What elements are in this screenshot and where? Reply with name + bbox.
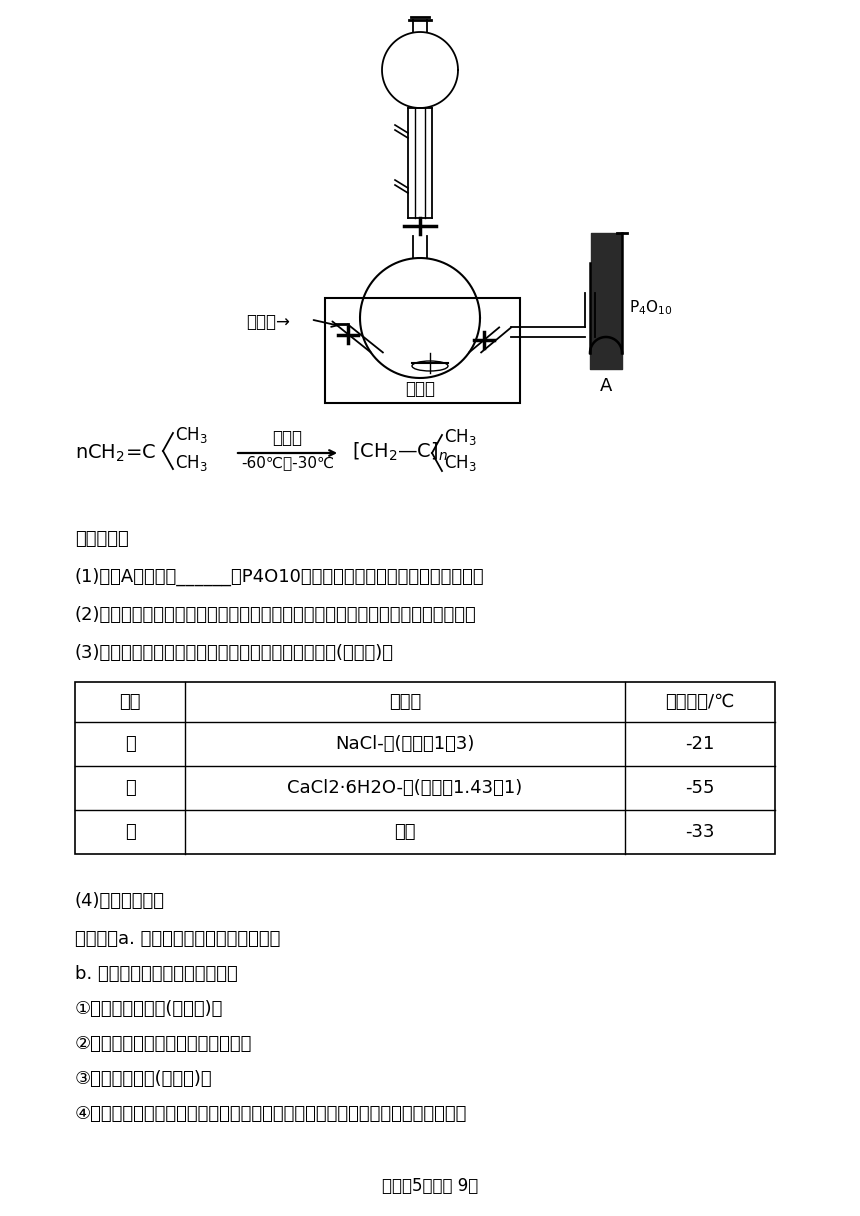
Text: 异丁烯→: 异丁烯→ [246, 314, 290, 332]
Text: CH$_3$: CH$_3$ [175, 454, 208, 473]
Text: $[$CH$_2$—C$]_n$: $[$CH$_2$—C$]_n$ [352, 441, 448, 463]
Text: 乙: 乙 [125, 779, 135, 796]
Text: 最低温度/℃: 最低温度/℃ [666, 693, 734, 711]
Text: A: A [599, 377, 612, 395]
Text: 冷凝剂: 冷凝剂 [405, 379, 435, 398]
Text: CH$_3$: CH$_3$ [444, 454, 476, 473]
Text: 冷却剂: 冷却剂 [389, 693, 421, 711]
Text: CH$_3$: CH$_3$ [444, 427, 476, 447]
Ellipse shape [412, 361, 448, 371]
Text: (1)仪器A的名称是______，P4O10作用是＿＿＿＿＿＿＿＿＿＿＿＿＿。: (1)仪器A的名称是______，P4O10作用是＿＿＿＿＿＿＿＿＿＿＿＿＿。 [75, 568, 485, 586]
Text: 选项为：a. 向三口瓶中通入一定量异丁烯: 选项为：a. 向三口瓶中通入一定量异丁烯 [75, 930, 280, 948]
Text: 回答问题：: 回答问题： [75, 530, 129, 548]
Text: nCH$_2$=C: nCH$_2$=C [75, 443, 156, 465]
Text: (4)补齐操作步骤: (4)补齐操作步骤 [75, 893, 165, 910]
Bar [325, 298, 520, 402]
Text: -33: -33 [685, 823, 715, 841]
Text: ②待反应体系温度下降至既定温度；: ②待反应体系温度下降至既定温度； [75, 1035, 252, 1053]
Text: ①＿＿＿＿＿＿＿(填编号)；: ①＿＿＿＿＿＿＿(填编号)； [75, 1000, 224, 1018]
Text: b. 向三口瓶中加入一定量正己烷: b. 向三口瓶中加入一定量正己烷 [75, 966, 237, 983]
Text: -55: -55 [685, 779, 715, 796]
Text: CaCl2·6H2O-冰(质量比1.43：1): CaCl2·6H2O-冰(质量比1.43：1) [287, 779, 523, 796]
Text: -21: -21 [685, 734, 715, 753]
Bar [75, 682, 775, 854]
Text: -60℃～-30℃: -60℃～-30℃ [241, 455, 334, 471]
Text: ③＿＿＿＿＿＿(填编号)；: ③＿＿＿＿＿＿(填编号)； [75, 1070, 212, 1088]
Text: 序号: 序号 [120, 693, 141, 711]
Text: 引发剂: 引发剂 [273, 429, 303, 447]
Text: ④搅拌下滴加引发剂，一定时间后加入反应终止剂停止反应。经后续处理得成品。: ④搅拌下滴加引发剂，一定时间后加入反应终止剂停止反应。经后续处理得成品。 [75, 1105, 467, 1124]
Text: 甲: 甲 [125, 734, 135, 753]
Text: (3)浴槽中可选用的适宜冷却剂是＿＿＿＿＿＿＿＿＿(填序号)。: (3)浴槽中可选用的适宜冷却剂是＿＿＿＿＿＿＿＿＿(填序号)。 [75, 644, 394, 662]
Text: CH$_3$: CH$_3$ [175, 426, 208, 445]
Text: P$_4$O$_{10}$: P$_4$O$_{10}$ [629, 299, 673, 317]
Text: 丙: 丙 [125, 823, 135, 841]
Text: (2)将钠块加入正己烷中，除去微量的水，反应方程式为＿＿＿＿＿＿＿＿＿＿＿。: (2)将钠块加入正己烷中，除去微量的水，反应方程式为＿＿＿＿＿＿＿＿＿＿＿。 [75, 606, 476, 624]
Text: 试卷第5页，共 9页: 试卷第5页，共 9页 [382, 1177, 478, 1195]
Text: 液氨: 液氨 [394, 823, 415, 841]
Text: NaCl-冰(质量比1：3): NaCl-冰(质量比1：3) [335, 734, 475, 753]
